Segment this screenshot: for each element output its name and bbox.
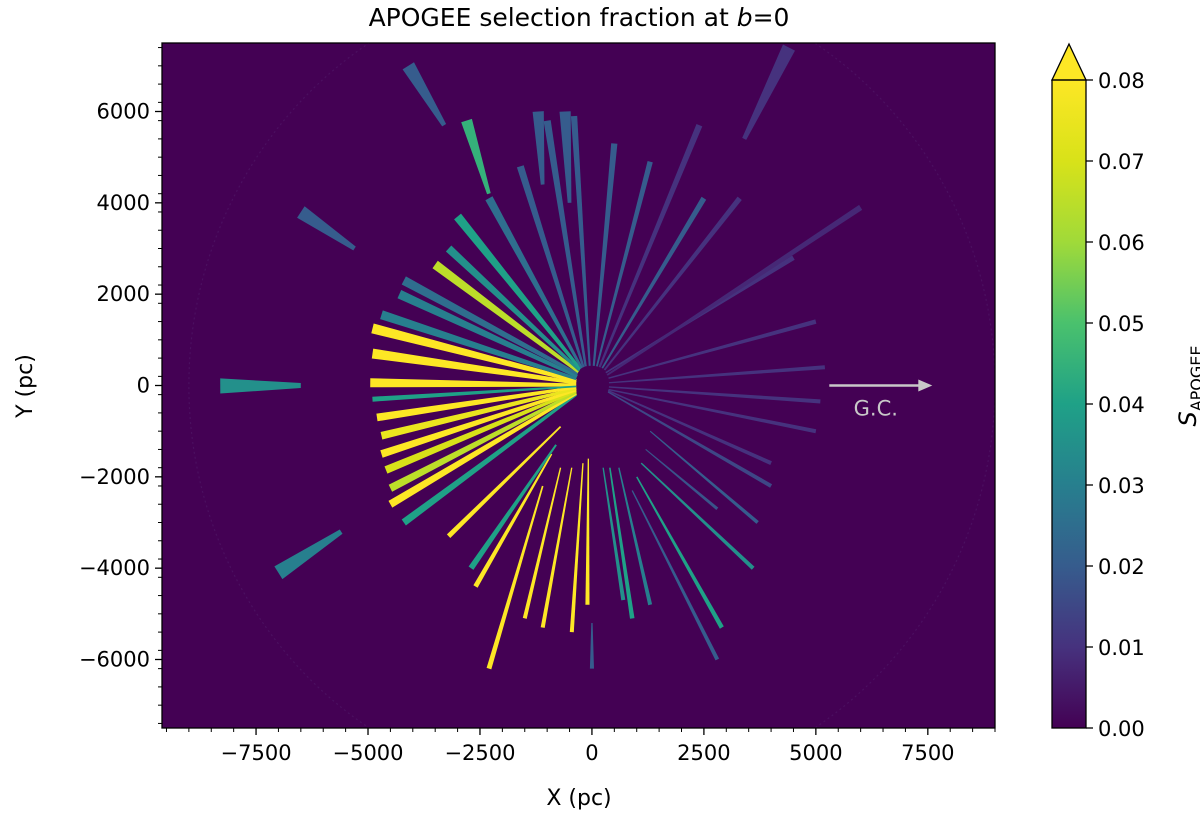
field-wedge-l4 — [371, 348, 577, 385]
colorbar-tick-label: 0.06 — [1098, 231, 1145, 255]
field-wedge-l84 — [608, 365, 825, 384]
field-wedge-l40 — [516, 165, 585, 368]
gc-annotation: G.C. — [829, 379, 933, 421]
field-wedge-s4 — [384, 389, 577, 474]
field-wedge-s6 — [380, 387, 577, 440]
field-outer-nw1 — [297, 206, 356, 251]
field-outer-n5 — [742, 44, 795, 140]
field-outer-n4 — [559, 111, 572, 203]
field-wedge-l60 — [598, 124, 703, 368]
field-outer-w1 — [220, 378, 301, 394]
y-tick-label: −6000 — [79, 648, 150, 672]
x-tick-label: −7500 — [221, 741, 292, 765]
chart-title: APOGEE selection fraction at b=0 — [369, 3, 790, 32]
field-wedge-l36 — [485, 196, 583, 369]
colorbar-label: SAPOGEE — [1174, 345, 1200, 426]
field-wedge-s7 — [376, 386, 577, 422]
colorbar: 0.00 0.01 0.02 0.03 0.04 0.05 0.06 0.07 0.08 SAP… — [1050, 42, 1200, 741]
colorbar-tick-label: 0.08 — [1098, 69, 1145, 93]
field-wedge-l92 — [608, 388, 817, 434]
x-axis-label: X (pc) — [546, 786, 611, 811]
colorbar-tick-label: 0.01 — [1098, 636, 1145, 660]
y-tick-label: 2000 — [97, 282, 150, 306]
y-axis-label: Y (pc) — [13, 354, 38, 419]
field-wedge-l52 — [592, 143, 618, 366]
colorbar-tick-label: 0.07 — [1098, 150, 1145, 174]
x-tick-label: 7500 — [901, 741, 954, 765]
field-wedge-l76 — [606, 204, 863, 376]
field-line-r11 — [569, 463, 584, 633]
y-axis: −6000 −4000 −2000 0 2000 4000 6000 — [79, 47, 162, 724]
x-tick-label: 0 — [585, 741, 598, 765]
field-line-r1 — [649, 430, 759, 524]
field-line-r10 — [585, 458, 590, 605]
y-tick-label: 6000 — [97, 100, 150, 124]
field-wedge-s2 — [388, 392, 577, 508]
x-tick-label: 5000 — [789, 741, 842, 765]
field-wedge-l80 — [608, 319, 817, 379]
field-line-r17 — [446, 426, 562, 538]
y-tick-label: 0 — [137, 374, 150, 398]
field-wedge-l32 — [454, 213, 582, 370]
field-line-r16 — [468, 444, 557, 570]
gc-label: G.C. — [854, 397, 898, 421]
field-line-r12 — [540, 467, 573, 628]
x-tick-label: −5000 — [332, 741, 403, 765]
field-line-r13 — [522, 467, 562, 619]
x-tick-label: −2500 — [444, 741, 515, 765]
colorbar-tick-label: 0.05 — [1098, 312, 1145, 336]
field-wedge-l88 — [608, 386, 821, 404]
colorbar-extend-arrow — [1050, 42, 1088, 81]
field-line-r4 — [636, 476, 724, 629]
field-wedge-l16 — [397, 290, 578, 378]
field-line-r6 — [618, 467, 653, 606]
field-line-r14 — [486, 485, 544, 670]
field-line-r2 — [645, 449, 719, 510]
field-line-r5 — [631, 490, 720, 661]
field-wedge-l8 — [371, 323, 577, 383]
y-tick-label: −2000 — [79, 465, 150, 489]
field-wedge-l12 — [380, 310, 577, 381]
y-tick-label: −4000 — [79, 556, 150, 580]
field-wedge-s8 — [372, 385, 577, 402]
field-wedge-l0 — [370, 378, 577, 388]
field-wedge-l20 — [401, 276, 579, 376]
field-line-r8 — [602, 467, 626, 601]
gc-arrow-head-icon — [918, 379, 933, 392]
field-wedge-s1 — [401, 393, 577, 526]
colorbar-gradient — [1052, 80, 1086, 728]
field-outer-n3 — [532, 111, 545, 185]
colorbar-tick-label: 0.04 — [1098, 393, 1145, 417]
field-outer-n1 — [402, 62, 447, 127]
field-line-r3 — [640, 462, 755, 570]
field-line-r7 — [609, 467, 635, 619]
plot-area: G.C. — [161, 42, 996, 729]
field-wedge-l56 — [596, 161, 653, 367]
fields-layer — [220, 44, 863, 670]
colorbar-tick-label: 0.03 — [1098, 474, 1145, 498]
x-tick-label: 2500 — [677, 741, 730, 765]
colorbar-ticks: 0.00 0.01 0.02 0.03 0.04 0.05 0.06 0.07 0.08 — [1086, 69, 1145, 741]
field-line-r9 — [589, 623, 594, 669]
field-wedge-s5 — [380, 388, 577, 458]
colorbar-tick-label: 0.00 — [1098, 717, 1145, 741]
field-wedge-l68 — [603, 196, 742, 371]
field-wedge-l48 — [570, 115, 591, 366]
field-wedge-l96 — [607, 391, 773, 488]
field-wedge-l100 — [607, 389, 772, 465]
field-wedge-s3 — [388, 391, 577, 492]
field-wedge-l44 — [543, 120, 587, 367]
field-outer-sw1 — [274, 529, 343, 580]
field-line-r15 — [473, 453, 553, 588]
colorbar-tick-label: 0.02 — [1098, 555, 1145, 579]
y-tick-label: 4000 — [97, 191, 150, 215]
field-wedge-l24 — [432, 260, 580, 373]
field-wedge-l28 — [445, 245, 581, 372]
field-outer-n2 — [461, 118, 491, 195]
field-wedge-l64 — [601, 196, 707, 369]
x-axis: −7500 −5000 −2500 0 2500 5000 7500 — [165, 728, 996, 765]
